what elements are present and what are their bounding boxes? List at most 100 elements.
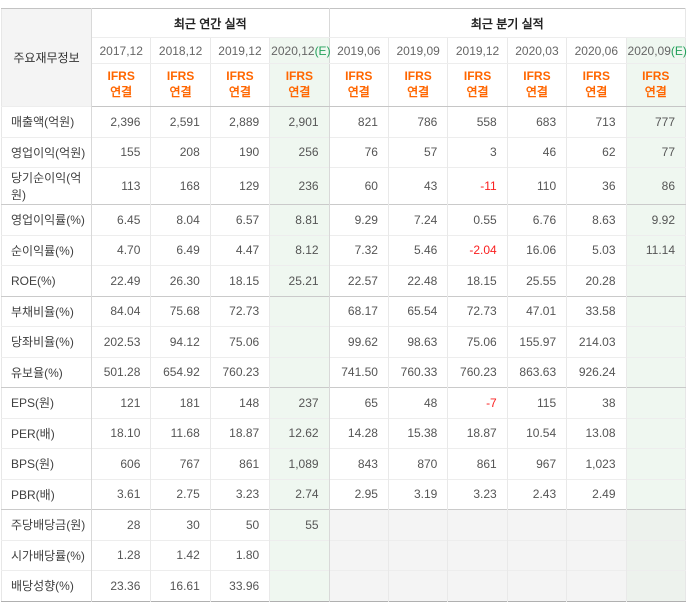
value-cell bbox=[625, 448, 686, 479]
period-label: 2019,09 bbox=[396, 43, 440, 58]
value-cell: 558 bbox=[447, 106, 508, 137]
table-row: EPS(원) 121 181 148 237 65 48 -7 115 38 bbox=[1, 387, 686, 418]
ifrs-header: IFRS 연결 bbox=[328, 63, 389, 107]
row-label: EPS(원) bbox=[1, 387, 92, 418]
value-cell: 2,901 bbox=[269, 106, 330, 137]
ifrs-line1: IFRS bbox=[107, 69, 135, 84]
value-cell: 208 bbox=[150, 136, 211, 168]
period-label: 2019,12 bbox=[455, 43, 500, 58]
value-cell: 8.63 bbox=[566, 204, 627, 235]
value-cell bbox=[566, 539, 627, 571]
row-label: 매출액(억원) bbox=[1, 106, 92, 137]
ifrs-header: IFRS 연결 bbox=[506, 63, 567, 107]
table-row: ROE(%) 22.49 26.30 18.15 25.21 22.57 22.48 18.1… bbox=[1, 265, 686, 296]
value-cell: 861 bbox=[209, 448, 270, 479]
value-cell bbox=[625, 326, 686, 357]
value-cell bbox=[625, 265, 686, 296]
quarterly-section-header: 최근 분기 실적 bbox=[328, 8, 686, 38]
value-cell: 9.92 bbox=[625, 204, 686, 235]
value-cell: 65 bbox=[328, 387, 389, 418]
value-cell: 7.24 bbox=[387, 204, 448, 235]
value-cell: 3.23 bbox=[447, 478, 508, 510]
row-label: 당기순이익(억원) bbox=[1, 167, 92, 205]
value-cell: 68.17 bbox=[328, 295, 389, 327]
value-cell: 46 bbox=[506, 136, 567, 168]
value-cell: 861 bbox=[447, 448, 508, 479]
value-cell: 256 bbox=[269, 136, 330, 168]
value-cell: 75.06 bbox=[447, 326, 508, 357]
value-cell bbox=[387, 509, 448, 540]
value-cell: 6.57 bbox=[209, 204, 270, 235]
value-cell bbox=[328, 539, 389, 571]
table-row: 순이익률(%) 4.70 6.49 4.47 8.12 7.32 5.46 -2.04 16.0… bbox=[1, 234, 686, 266]
period-header: 2019,09 bbox=[387, 37, 448, 64]
table-row: 당좌비율(%) 202.53 94.12 75.06 99.62 98.63 75.06 15… bbox=[1, 326, 686, 357]
period-header: 2020,09(E) bbox=[625, 37, 687, 64]
value-cell bbox=[269, 295, 330, 327]
ifrs-line1: IFRS bbox=[226, 69, 254, 84]
estimate-mark: (E) bbox=[314, 43, 331, 58]
value-cell: 12.62 bbox=[269, 417, 330, 449]
value-cell bbox=[447, 570, 508, 601]
value-cell: 4.70 bbox=[90, 234, 151, 266]
value-cell: 870 bbox=[387, 448, 448, 479]
value-cell: 11.68 bbox=[150, 417, 211, 449]
value-cell: 18.15 bbox=[209, 265, 270, 296]
annual-section-header: 최근 연간 실적 bbox=[91, 8, 330, 38]
row-label: 주당배당금(원) bbox=[1, 509, 92, 540]
value-cell bbox=[625, 478, 686, 510]
value-cell: 98.63 bbox=[387, 326, 448, 357]
value-cell: 25.55 bbox=[506, 265, 567, 296]
value-cell: 20.28 bbox=[566, 265, 627, 296]
ifrs-line1: IFRS bbox=[285, 69, 314, 84]
value-cell bbox=[625, 387, 686, 418]
value-cell: -7 bbox=[447, 387, 508, 418]
value-cell: 8.12 bbox=[269, 234, 330, 266]
value-cell: 38 bbox=[566, 387, 627, 418]
value-cell bbox=[625, 295, 686, 327]
value-cell: 77 bbox=[625, 136, 686, 168]
ifrs-line2: 연결 bbox=[407, 85, 430, 99]
value-cell: 13.08 bbox=[566, 417, 627, 449]
period-header: 2020,12(E) bbox=[269, 37, 331, 64]
ifrs-header: IFRS 연결 bbox=[625, 63, 686, 107]
value-cell: 155.97 bbox=[506, 326, 567, 357]
value-cell: 18.15 bbox=[447, 265, 508, 296]
value-cell: 843 bbox=[328, 448, 389, 479]
period-header: 2020,06 bbox=[566, 37, 627, 64]
value-cell: 741.50 bbox=[328, 356, 389, 388]
value-cell: 1.80 bbox=[209, 539, 270, 571]
value-cell bbox=[566, 509, 627, 540]
table-row: 배당성향(%) 23.36 16.61 33.96 bbox=[1, 570, 686, 601]
value-cell: 2,396 bbox=[90, 106, 151, 137]
ifrs-line2: 연결 bbox=[585, 85, 608, 99]
ifrs-header: IFRS 연결 bbox=[269, 63, 330, 107]
estimate-mark: (E) bbox=[670, 43, 687, 58]
period-header: 2019,12 bbox=[209, 37, 270, 64]
table-row: 부채비율(%) 84.04 75.68 72.73 68.17 65.54 72.73 47.… bbox=[1, 295, 686, 327]
value-cell bbox=[269, 356, 330, 388]
row-label: 영업이익(억원) bbox=[1, 136, 92, 168]
row-label: 영업이익률(%) bbox=[1, 204, 92, 235]
value-cell: 115 bbox=[506, 387, 567, 418]
period-label: 2020,03 bbox=[515, 43, 559, 58]
value-cell bbox=[625, 570, 686, 601]
value-cell: 0.55 bbox=[447, 204, 508, 235]
value-cell: 1.28 bbox=[90, 539, 151, 571]
value-cell: 9.29 bbox=[328, 204, 389, 235]
value-cell bbox=[506, 570, 567, 601]
value-cell: 236 bbox=[269, 167, 330, 205]
period-header: 2020,03 bbox=[506, 37, 567, 64]
row-label: 배당성향(%) bbox=[1, 570, 92, 601]
value-cell: 48 bbox=[387, 387, 448, 418]
table-corner-header: 주요재무정보 bbox=[1, 8, 92, 107]
value-cell: 4.47 bbox=[209, 234, 270, 266]
value-cell: 14.28 bbox=[328, 417, 389, 449]
value-cell bbox=[625, 539, 686, 571]
value-cell: 110 bbox=[506, 167, 567, 205]
value-cell: 7.32 bbox=[328, 234, 389, 266]
table-row: PBR(배) 3.61 2.75 3.23 2.74 2.95 3.19 3.23 2.43 2.… bbox=[1, 478, 686, 510]
value-cell: 967 bbox=[506, 448, 567, 479]
value-cell: 1,023 bbox=[566, 448, 627, 479]
